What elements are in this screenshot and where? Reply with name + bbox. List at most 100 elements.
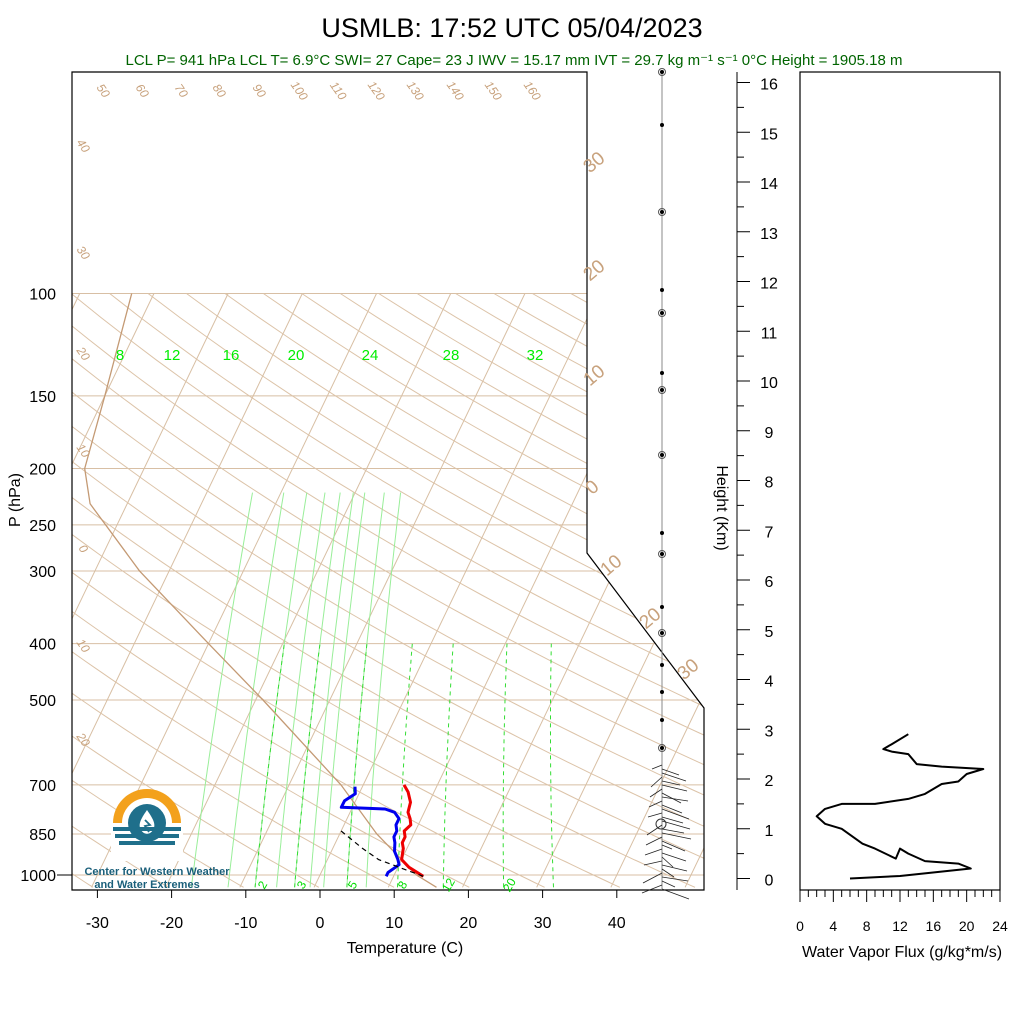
calm-wind-circle: [658, 629, 666, 637]
wind-barb: [650, 776, 663, 788]
wind-barb: [661, 880, 676, 888]
isotherm-line: [91, 293, 377, 888]
wind-barb: [661, 768, 680, 776]
isotherm-line: [536, 293, 704, 888]
dewpoint-profile-line: [339, 786, 401, 877]
isotherm-line: [165, 293, 452, 888]
wind-level-dot: [660, 663, 664, 667]
dry-adiabat-line: [0, 294, 18, 888]
dry-adiabat-line: [72, 293, 244, 888]
isotherm-label: 30: [674, 655, 704, 685]
height-tick-label: 5: [765, 624, 774, 641]
mixing-ratio-label: 20: [288, 347, 305, 364]
skewt-grid: [0, 293, 1024, 888]
temperature-tick-label: 30: [534, 915, 552, 932]
wind-barb: [661, 796, 689, 802]
wind-level-dot: [660, 718, 664, 722]
adiabat-left-label: 10: [74, 441, 93, 460]
adiabat-top-label: 150: [482, 78, 505, 103]
adiabat-left-label: 20: [73, 343, 93, 363]
height-tick-label: 8: [765, 475, 774, 492]
height-tick-label: 12: [760, 276, 778, 293]
wind-barb: [661, 780, 681, 786]
wind-barb: [661, 804, 683, 814]
dry-adiabat-line: [72, 293, 704, 888]
mixing-ratio-line: [227, 492, 285, 888]
adiabat-top-label: 160: [521, 78, 544, 103]
wind-barb: [647, 812, 663, 818]
x-axis-title: Temperature (C): [347, 940, 463, 957]
wind-barb: [661, 784, 688, 792]
mixing-ratio-dashed-line: [442, 643, 454, 888]
wind-level-dot: [660, 531, 664, 535]
calm-wind-circle: [658, 208, 666, 216]
dry-adiabat-line: [72, 293, 704, 888]
wind-barb: [661, 808, 690, 820]
logo-text-line1: Center for Western Weather: [84, 866, 230, 878]
mixing-ratio-line: [309, 492, 354, 888]
isotherm-label: 10: [580, 361, 610, 391]
skewt-profiles: [84, 293, 437, 888]
dry-adiabat-line: [109, 293, 704, 888]
isotherm-line: [759, 294, 1024, 888]
wind-level-dot: [660, 388, 664, 392]
isotherm-line: [72, 293, 81, 888]
height-tick-label: 10: [760, 375, 778, 392]
calm-wind-circle: [658, 68, 666, 76]
pressure-tick-label: 500: [29, 693, 56, 710]
mixing-ratio-line: [276, 492, 326, 888]
wind-level-dot: [660, 371, 664, 375]
wind-barb: [648, 800, 663, 808]
pressure-tick-label: 1000: [20, 868, 56, 885]
dry-adiabat-line: [72, 293, 704, 888]
mixing-ratio-bottom-label: 12: [439, 875, 458, 894]
flux-profile-line: [815, 733, 985, 880]
temperature-tick-label: -20: [160, 915, 183, 932]
chart-title: USMLB: 17:52 UTC 05/04/2023: [321, 13, 702, 43]
temperature-tick-label: 20: [460, 915, 478, 932]
adiabat-left-label: 30: [74, 243, 93, 262]
temperature-tick-label: 0: [316, 915, 325, 932]
wind-barb: [642, 872, 663, 884]
wind-level-dot: [660, 288, 664, 292]
wind-level-dot: [660, 123, 664, 127]
mixing-ratio-label: 8: [116, 347, 124, 364]
flux-tick-label: 20: [959, 918, 975, 934]
wind-level-dot: [660, 210, 664, 214]
mixing-ratio-label: 32: [527, 347, 544, 364]
logo-text-line2: and Water Extremes: [94, 879, 199, 891]
adiabat-left-label: 20: [73, 729, 93, 749]
isotherm-label: 10: [597, 551, 627, 581]
isotherm-line: [684, 293, 704, 888]
wind-barb: [661, 864, 688, 872]
dry-adiabat-line: [72, 293, 320, 888]
height-tick-label: 11: [761, 325, 778, 342]
wind-level-dot: [660, 552, 664, 556]
adiabat-top-label: 120: [365, 78, 388, 103]
flux-axis-title: Water Vapor Flux (g/kg*m/s): [802, 944, 1002, 961]
dry-adiabat-line: [147, 293, 704, 888]
dry-adiabat-line: [72, 293, 704, 888]
dry-adiabat-line: [72, 293, 169, 888]
temperature-tick-label: 10: [385, 915, 403, 932]
height-tick-label: 7: [765, 524, 774, 541]
dry-adiabat-line: [72, 293, 704, 888]
isotherm-label: 20: [580, 256, 610, 286]
pressure-tick-label: 250: [29, 518, 56, 535]
dry-adiabat-line: [378, 293, 704, 888]
skewt-frame: [71, 71, 705, 891]
wind-barb: [646, 824, 663, 836]
flux-tick-label: 24: [992, 918, 1008, 934]
pressure-tick-label: 150: [29, 389, 56, 406]
isotherm-line: [72, 293, 229, 888]
adiabat-left-label: 0: [76, 542, 91, 556]
adiabat-left-label: 10: [74, 636, 93, 655]
isotherm-line: [239, 293, 526, 888]
height-tick-label: 0: [765, 873, 774, 890]
isotherm-line: [72, 293, 303, 888]
wind-barb: [661, 876, 689, 882]
wind-barb: [645, 836, 663, 846]
temperature-tick-label: -10: [234, 915, 257, 932]
dry-adiabat-line: [224, 293, 704, 888]
